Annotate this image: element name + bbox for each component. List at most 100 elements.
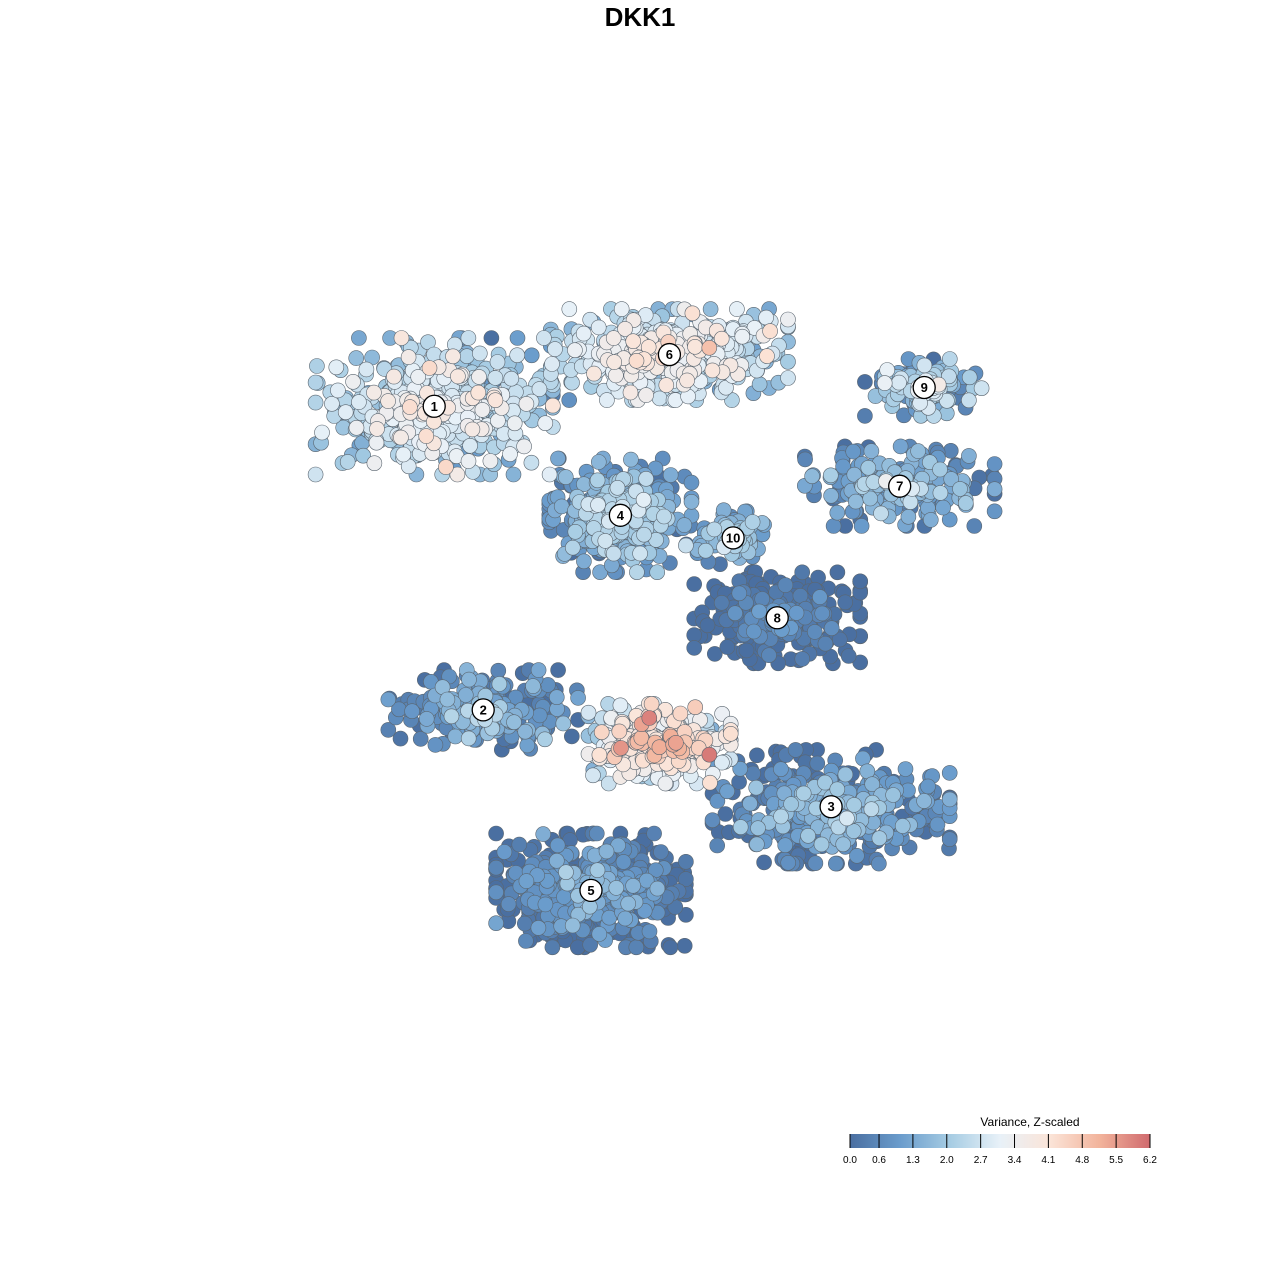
data-point: [941, 351, 958, 367]
data-point: [588, 825, 605, 842]
data-point: [590, 319, 607, 336]
data-point: [516, 915, 533, 932]
data-point: [369, 421, 385, 437]
data-point: [646, 825, 662, 842]
data-point: [511, 836, 528, 853]
cluster-label: 7: [888, 474, 912, 498]
data-point: [358, 361, 375, 378]
data-point: [462, 437, 478, 454]
data-point: [713, 330, 730, 347]
data-point: [553, 498, 570, 515]
cluster-label-text: 3: [827, 799, 834, 814]
data-point: [638, 387, 654, 403]
points-layer: [307, 301, 1003, 956]
cluster-label-badge: [888, 474, 912, 498]
data-point: [380, 722, 397, 738]
data-point: [564, 539, 581, 556]
cluster-label: 8: [765, 606, 789, 630]
cluster-label-text: 5: [587, 883, 594, 898]
data-point: [368, 434, 385, 451]
data-point: [941, 765, 958, 781]
color-legend: Variance, Z-scaled 0.0 0.6 1.3 2.0 2.7 3.4 4.1…: [843, 1115, 1157, 1166]
data-point: [447, 728, 464, 745]
data-point: [879, 362, 896, 378]
data-point: [558, 864, 574, 881]
data-point: [732, 760, 749, 777]
data-point: [564, 917, 581, 934]
cluster-label-text: 10: [726, 530, 740, 545]
data-point: [531, 381, 548, 397]
data-point: [445, 348, 461, 365]
data-point: [678, 853, 694, 870]
data-point: [309, 358, 325, 374]
data-point: [348, 419, 365, 436]
data-point: [622, 384, 639, 401]
data-point: [837, 766, 854, 783]
cluster-label-text: 9: [921, 380, 928, 395]
data-point: [862, 490, 879, 507]
data-point: [628, 352, 645, 369]
data-point: [662, 467, 679, 483]
data-point: [773, 761, 789, 778]
data-point: [783, 796, 799, 812]
data-point: [582, 936, 599, 953]
data-point: [544, 397, 561, 414]
data-point: [599, 392, 615, 408]
data-point: [922, 512, 939, 528]
data-point: [678, 871, 694, 887]
data-point: [351, 330, 367, 346]
data-point: [800, 827, 816, 844]
data-point: [638, 470, 654, 487]
data-point: [421, 360, 438, 376]
cluster-label-text: 4: [617, 508, 625, 523]
data-point: [427, 737, 444, 753]
data-point: [516, 438, 532, 455]
data-point: [900, 508, 917, 525]
data-point: [876, 375, 893, 391]
data-point: [679, 372, 695, 389]
cluster-label: 1: [422, 394, 446, 418]
data-point: [632, 545, 648, 562]
data-point: [714, 754, 730, 771]
data-point: [714, 705, 730, 722]
data-point: [307, 394, 324, 411]
data-point: [605, 545, 622, 562]
data-point: [731, 585, 748, 602]
data-point: [840, 648, 857, 664]
data-point: [613, 301, 630, 317]
data-point: [580, 704, 597, 721]
data-point: [592, 564, 608, 581]
data-point: [461, 671, 477, 688]
cluster-label-badge: [912, 375, 936, 400]
data-point: [825, 518, 842, 534]
cluster-label: 2: [471, 698, 495, 722]
data-point: [672, 705, 689, 722]
data-point: [483, 330, 500, 346]
data-point: [683, 474, 700, 491]
data-point: [871, 830, 888, 847]
cluster-label: 3: [819, 795, 843, 819]
data-point: [717, 806, 734, 822]
data-point: [762, 323, 778, 339]
data-point: [547, 341, 563, 357]
data-point: [916, 357, 933, 374]
legend-tick-label: 2.0: [940, 1155, 954, 1166]
data-point: [509, 330, 526, 346]
data-point: [410, 369, 427, 385]
data-point: [641, 710, 658, 726]
data-point: [829, 781, 846, 798]
data-point: [683, 493, 700, 510]
cluster-label-badge: [579, 878, 603, 903]
cluster-label-text: 6: [666, 347, 673, 362]
data-point: [404, 703, 420, 720]
data-point: [719, 639, 736, 655]
data-point: [366, 455, 383, 472]
data-point: [823, 487, 839, 504]
legend-tick-label: 2.7: [974, 1155, 988, 1166]
data-point: [523, 454, 540, 471]
data-point: [738, 642, 755, 659]
cluster-label-badge: [657, 342, 682, 367]
data-point: [780, 370, 796, 386]
data-point: [727, 605, 743, 622]
data-point: [548, 852, 565, 869]
